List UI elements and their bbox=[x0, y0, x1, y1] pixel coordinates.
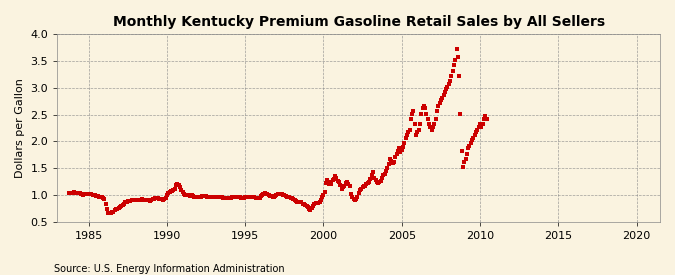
Y-axis label: Dollars per Gallon: Dollars per Gallon bbox=[15, 78, 25, 178]
Text: Source: U.S. Energy Information Administration: Source: U.S. Energy Information Administ… bbox=[54, 264, 285, 274]
Title: Monthly Kentucky Premium Gasoline Retail Sales by All Sellers: Monthly Kentucky Premium Gasoline Retail… bbox=[113, 15, 605, 29]
